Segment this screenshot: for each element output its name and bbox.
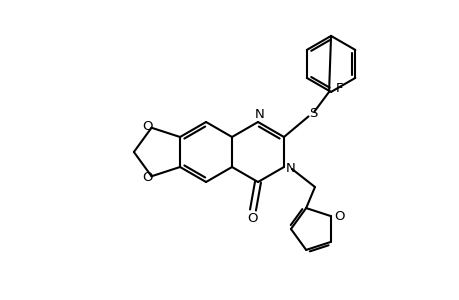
- Text: N: N: [255, 109, 264, 122]
- Text: N: N: [285, 163, 295, 176]
- Text: S: S: [308, 107, 317, 120]
- Text: O: O: [334, 210, 344, 223]
- Text: F: F: [335, 82, 342, 95]
- Text: O: O: [142, 171, 152, 184]
- Text: O: O: [247, 212, 257, 226]
- Text: O: O: [142, 120, 152, 133]
